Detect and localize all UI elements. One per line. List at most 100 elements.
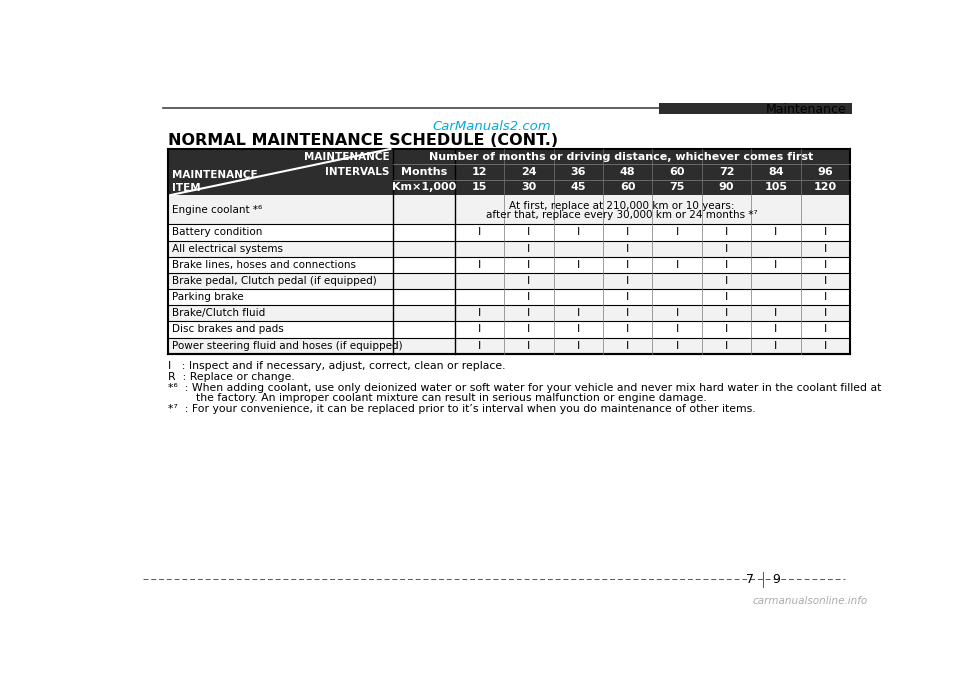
Bar: [168, 164, 850, 180]
Text: I: I: [527, 276, 531, 286]
Text: I: I: [824, 325, 827, 334]
Text: Months: Months: [400, 167, 447, 177]
Text: I: I: [527, 325, 531, 334]
Text: I: I: [725, 260, 728, 270]
Text: *⁷  : For your convenience, it can be replaced prior to it’s interval when you d: *⁷ : For your convenience, it can be rep…: [168, 404, 756, 414]
Text: after that, replace every 30,000 km or 24 months *⁷: after that, replace every 30,000 km or 2…: [486, 210, 757, 220]
Text: I: I: [824, 227, 827, 238]
Text: carmanualsonline.info: carmanualsonline.info: [752, 596, 868, 606]
Text: 45: 45: [570, 183, 586, 192]
Text: I: I: [824, 260, 827, 270]
Text: Km×1,000: Km×1,000: [392, 183, 456, 192]
Text: I: I: [626, 308, 630, 318]
Text: I: I: [824, 340, 827, 351]
Text: 24: 24: [521, 167, 537, 177]
Text: I: I: [527, 260, 531, 270]
Text: 30: 30: [521, 183, 537, 192]
Text: Brake lines, hoses and connections: Brake lines, hoses and connections: [172, 260, 356, 270]
Text: I: I: [725, 292, 728, 302]
Bar: [168, 338, 850, 353]
Text: I: I: [478, 340, 481, 351]
Bar: [168, 321, 850, 338]
Text: I: I: [676, 340, 679, 351]
Text: I: I: [775, 260, 778, 270]
Bar: [168, 273, 850, 289]
Text: 7: 7: [746, 573, 754, 586]
Bar: [168, 289, 850, 305]
Text: 60: 60: [669, 167, 684, 177]
Bar: [659, 103, 852, 114]
Text: MAINTENANCE
ITEM: MAINTENANCE ITEM: [172, 170, 257, 193]
Text: 15: 15: [471, 183, 487, 192]
Text: I: I: [527, 244, 531, 254]
Text: 120: 120: [814, 183, 837, 192]
Text: 72: 72: [719, 167, 734, 177]
Text: I: I: [527, 308, 531, 318]
Text: I: I: [626, 325, 630, 334]
Text: I: I: [626, 276, 630, 286]
Text: I: I: [527, 227, 531, 238]
Text: I: I: [725, 227, 728, 238]
Text: At first, replace at 210,000 km or 10 years:: At first, replace at 210,000 km or 10 ye…: [509, 201, 734, 211]
Text: INTERVALS: INTERVALS: [325, 167, 390, 177]
Text: NORMAL MAINTENANCE SCHEDULE (CONT.): NORMAL MAINTENANCE SCHEDULE (CONT.): [168, 133, 558, 147]
Text: 60: 60: [620, 183, 636, 192]
Bar: [168, 305, 850, 321]
Text: 36: 36: [570, 167, 586, 177]
Text: I: I: [577, 227, 580, 238]
Text: I: I: [527, 340, 531, 351]
Text: I: I: [478, 260, 481, 270]
Bar: [168, 149, 850, 164]
Text: I: I: [626, 340, 630, 351]
Text: I: I: [725, 325, 728, 334]
Text: I: I: [577, 260, 580, 270]
Text: Brake pedal, Clutch pedal (if equipped): Brake pedal, Clutch pedal (if equipped): [172, 276, 376, 286]
Text: Engine coolant *⁶: Engine coolant *⁶: [172, 205, 262, 215]
Text: *⁶  : When adding coolant, use only deionized water or soft water for your vehic: *⁶ : When adding coolant, use only deion…: [168, 383, 881, 393]
Bar: [168, 257, 850, 273]
Text: I: I: [676, 227, 679, 238]
Text: I: I: [824, 308, 827, 318]
Text: I: I: [725, 276, 728, 286]
Text: I: I: [478, 325, 481, 334]
Bar: [168, 225, 850, 240]
Text: I: I: [676, 260, 679, 270]
Text: I: I: [725, 340, 728, 351]
Text: I: I: [676, 308, 679, 318]
Text: Disc brakes and pads: Disc brakes and pads: [172, 325, 283, 334]
Text: 105: 105: [764, 183, 787, 192]
Text: I: I: [626, 260, 630, 270]
Text: I: I: [725, 308, 728, 318]
Text: I: I: [824, 244, 827, 254]
Text: MAINTENANCE: MAINTENANCE: [304, 152, 390, 162]
Text: I: I: [626, 227, 630, 238]
Text: 48: 48: [620, 167, 636, 177]
Text: Number of months or driving distance, whichever comes first: Number of months or driving distance, wh…: [429, 152, 813, 162]
Text: I: I: [577, 325, 580, 334]
Text: 12: 12: [471, 167, 488, 177]
Bar: [168, 195, 850, 225]
Text: I: I: [527, 292, 531, 302]
Text: I: I: [775, 340, 778, 351]
Text: CarManuals2.com: CarManuals2.com: [433, 120, 551, 133]
Text: Parking brake: Parking brake: [172, 292, 244, 302]
Text: 96: 96: [818, 167, 833, 177]
Text: Battery condition: Battery condition: [172, 227, 262, 238]
Text: 9: 9: [773, 573, 780, 586]
Bar: [168, 180, 850, 195]
Text: Maintenance: Maintenance: [766, 103, 847, 116]
Text: I: I: [577, 340, 580, 351]
Text: I: I: [775, 308, 778, 318]
Text: I: I: [478, 227, 481, 238]
Text: I: I: [626, 244, 630, 254]
Text: 75: 75: [669, 183, 684, 192]
Text: I: I: [577, 308, 580, 318]
Text: the factory. An improper coolant mixture can result in serious malfunction or en: the factory. An improper coolant mixture…: [168, 393, 707, 403]
Text: I: I: [676, 325, 679, 334]
Text: I: I: [626, 292, 630, 302]
Text: I: I: [775, 227, 778, 238]
Text: 84: 84: [768, 167, 783, 177]
Bar: [168, 240, 850, 257]
Text: 90: 90: [719, 183, 734, 192]
Text: Brake/Clutch fluid: Brake/Clutch fluid: [172, 308, 265, 318]
